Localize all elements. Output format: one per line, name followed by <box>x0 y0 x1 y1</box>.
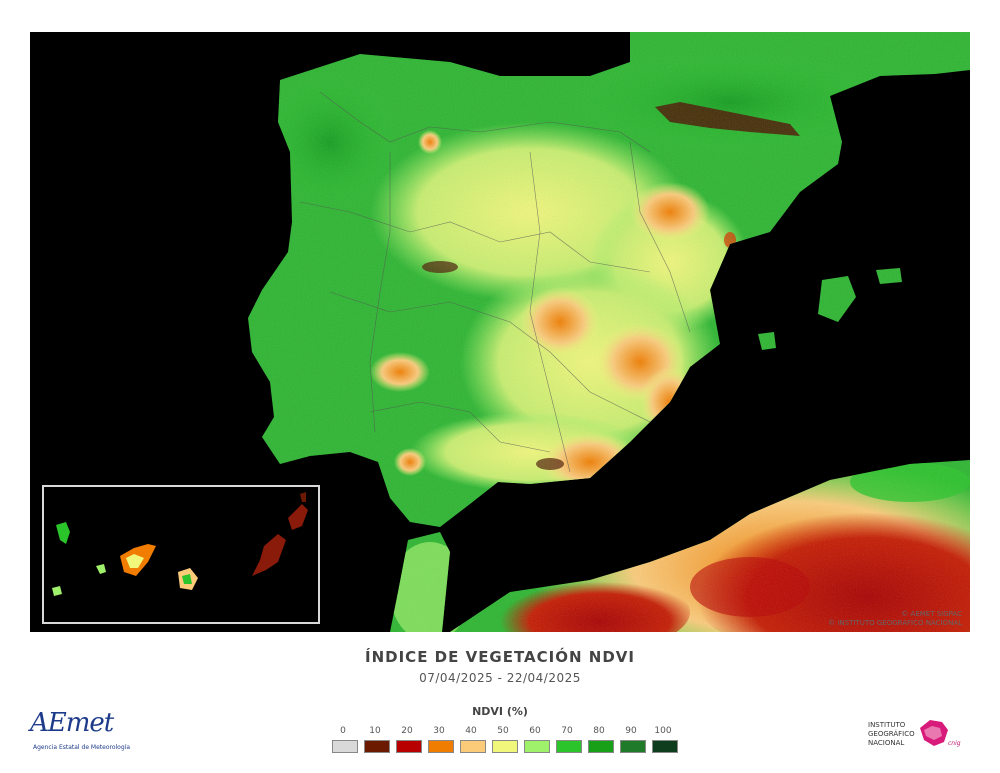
legend-tick-label: 100 <box>654 726 672 736</box>
legend-tick-label: 60 <box>529 726 541 736</box>
ndvi-map: © AEMET SIGPAC © INSTITUTO GEOGRÁFICO NA… <box>30 32 970 632</box>
legend-title: NDVI (%) <box>472 705 528 718</box>
aemet-subtitle: Agencia Estatal de Meteorología <box>33 744 130 751</box>
ign-map-icon <box>920 720 948 746</box>
map-canvas <box>30 32 970 632</box>
canary-islands-inset <box>52 492 308 596</box>
legend-tick-label: 0 <box>340 726 346 736</box>
watermark-line-1: © AEMET SIGPAC <box>901 610 962 618</box>
ign-logo: INSTITUTO GEOGRÁFICO NACIONAL cnig <box>868 718 978 758</box>
watermark-line-2: © INSTITUTO GEOGRÁFICO NACIONAL <box>828 619 962 627</box>
legend-tick-label: 10 <box>369 726 381 736</box>
legend-tick-label: 90 <box>625 726 637 736</box>
ign-line-3: NACIONAL <box>868 739 905 747</box>
ign-text: INSTITUTO GEOGRÁFICO NACIONAL <box>868 721 915 748</box>
ign-script-text: cnig <box>948 740 961 747</box>
legend-tick-label: 70 <box>561 726 573 736</box>
legend-swatch <box>396 740 422 753</box>
legend-swatch <box>332 740 358 753</box>
ign-line-2: GEOGRÁFICO <box>868 730 915 738</box>
legend-tick-label: 80 <box>593 726 605 736</box>
legend-tick-label: 40 <box>465 726 477 736</box>
ign-line-1: INSTITUTO <box>868 721 906 729</box>
legend-swatch <box>588 740 614 753</box>
map-title: ÍNDICE DE VEGETACIÓN NDVI <box>365 648 635 666</box>
legend-swatch <box>652 740 678 753</box>
aemet-logo: AEmet Agencia Estatal de Meteorología <box>30 708 130 756</box>
legend-swatch <box>556 740 582 753</box>
legend-swatch <box>492 740 518 753</box>
legend-swatch <box>620 740 646 753</box>
date-range: 07/04/2025 - 22/04/2025 <box>419 671 581 685</box>
legend-swatch <box>428 740 454 753</box>
ndvi-legend: 0 10 20 30 40 50 60 70 80 90 100 <box>330 726 678 756</box>
legend-swatch <box>364 740 390 753</box>
aemet-wordmark: AEmet <box>30 708 114 738</box>
legend-swatch <box>524 740 550 753</box>
legend-tick-label: 30 <box>433 726 445 736</box>
legend-swatch <box>460 740 486 753</box>
legend-tick-label: 50 <box>497 726 509 736</box>
map-watermark: © AEMET SIGPAC © INSTITUTO GEOGRÁFICO NA… <box>828 610 962 628</box>
legend-tick-label: 20 <box>401 726 413 736</box>
inset-frame <box>42 485 320 624</box>
